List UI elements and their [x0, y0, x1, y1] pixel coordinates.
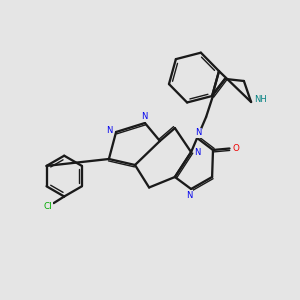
Text: N: N	[106, 126, 113, 135]
Text: NH: NH	[254, 94, 266, 103]
Text: N: N	[141, 112, 148, 122]
Text: N: N	[195, 128, 202, 137]
Text: O: O	[233, 144, 239, 153]
Text: N: N	[194, 148, 201, 157]
Text: N: N	[186, 190, 193, 200]
Text: Cl: Cl	[44, 202, 52, 211]
